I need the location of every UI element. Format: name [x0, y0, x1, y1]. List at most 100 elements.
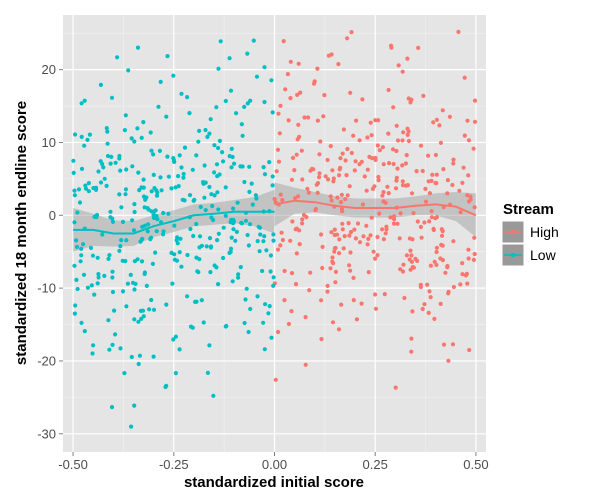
point-high — [280, 237, 285, 243]
point-low — [79, 166, 85, 171]
point-high — [288, 238, 293, 243]
point-low — [141, 177, 146, 182]
point-low — [123, 113, 128, 118]
point-high — [432, 316, 437, 321]
point-low — [227, 56, 232, 61]
point-low — [75, 210, 80, 215]
point-high — [272, 197, 277, 202]
point-high — [408, 248, 413, 253]
point-low — [212, 170, 217, 175]
point-high — [398, 267, 403, 272]
point-high — [443, 270, 448, 275]
point-low — [72, 188, 77, 193]
point-high — [337, 251, 342, 256]
point-high — [410, 309, 415, 314]
point-low — [82, 329, 87, 334]
point-high — [377, 148, 382, 153]
point-high — [332, 227, 337, 232]
point-high — [416, 45, 421, 51]
point-high — [276, 329, 281, 335]
point-high — [433, 152, 438, 158]
point-low — [82, 143, 87, 148]
point-high — [279, 230, 284, 235]
point-low — [266, 311, 271, 316]
point-low — [129, 354, 134, 360]
point-low — [185, 95, 190, 100]
x-tick-label: 0.00 — [262, 457, 287, 472]
point-low — [202, 195, 207, 200]
point-high — [391, 105, 396, 110]
point-low — [260, 268, 265, 274]
point-high — [305, 186, 310, 191]
point-high — [468, 197, 473, 202]
point-low — [228, 88, 234, 93]
point-high — [396, 63, 401, 68]
point-low — [207, 343, 212, 348]
point-high — [288, 96, 293, 101]
point-high — [328, 194, 333, 199]
point-low — [246, 243, 251, 248]
x-tick-label: 0.25 — [363, 457, 388, 472]
point-high — [365, 167, 370, 172]
x-axis-ticks: -0.50 -0.25 0.00 0.25 0.50 — [58, 452, 489, 472]
point-high — [382, 292, 387, 297]
point-low — [82, 98, 87, 103]
point-high — [273, 377, 278, 382]
point-low — [138, 308, 143, 313]
point-high — [408, 100, 413, 105]
point-high — [376, 118, 381, 123]
point-high — [315, 190, 320, 195]
point-low — [123, 187, 128, 192]
point-high — [329, 198, 334, 203]
point-low — [178, 236, 183, 241]
point-high — [446, 289, 451, 294]
point-high — [330, 255, 335, 260]
point-low — [217, 172, 222, 177]
point-high — [300, 217, 305, 222]
point-low — [187, 193, 193, 198]
point-high — [386, 191, 391, 196]
point-high — [357, 138, 362, 143]
y-tick-label: -10 — [37, 281, 56, 296]
point-low — [211, 393, 216, 398]
point-low — [164, 114, 169, 119]
point-high — [381, 237, 386, 242]
point-low — [151, 354, 156, 359]
point-high — [401, 130, 406, 135]
point-low — [267, 304, 272, 309]
point-low — [230, 154, 235, 160]
point-high — [413, 256, 418, 261]
point-low — [88, 245, 94, 250]
point-high — [290, 219, 295, 224]
point-high — [343, 158, 348, 163]
point-low — [195, 269, 200, 274]
point-low — [268, 253, 273, 258]
point-low — [172, 223, 177, 228]
trend-line-low — [73, 210, 275, 235]
point-high — [438, 140, 443, 145]
point-high — [419, 235, 424, 240]
point-low — [110, 219, 116, 224]
x-tick-label: 0.50 — [463, 457, 488, 472]
point-low — [161, 229, 166, 234]
point-low — [74, 277, 79, 282]
point-high — [360, 202, 365, 207]
point-high — [325, 283, 330, 288]
point-high — [381, 162, 386, 167]
point-high — [286, 321, 291, 327]
point-high — [446, 358, 451, 363]
point-high — [451, 161, 456, 166]
point-low — [109, 405, 115, 410]
point-high — [318, 139, 323, 144]
point-low — [263, 302, 268, 307]
point-low — [204, 244, 209, 249]
point-low — [271, 232, 276, 237]
point-low — [144, 195, 149, 200]
point-low — [112, 308, 117, 313]
point-low — [146, 222, 151, 227]
point-low — [73, 303, 78, 308]
point-high — [468, 194, 473, 199]
point-high — [383, 231, 388, 236]
point-high — [373, 118, 378, 123]
point-low — [102, 176, 107, 181]
